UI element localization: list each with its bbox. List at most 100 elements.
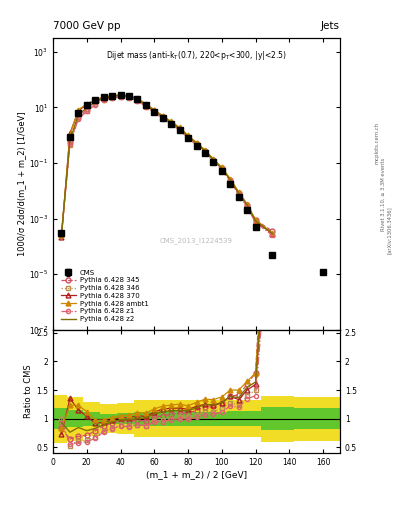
Pythia 6.428 z2 (143, 102, 148, 108)
Pythia 6.428 ambt1 (219, 164, 224, 170)
Pythia 6.428 z1 (101, 97, 106, 103)
Text: mcplots.cern.ch: mcplots.cern.ch (375, 122, 380, 164)
Pythia 6.428 346 (160, 115, 165, 121)
Pythia 6.428 345 (202, 148, 207, 154)
Pythia 6.428 345 (127, 94, 131, 100)
Pythia 6.428 346 (101, 96, 106, 102)
Pythia 6.428 370 (186, 133, 191, 139)
Pythia 6.428 346 (194, 142, 199, 148)
Pythia 6.428 z2 (68, 137, 72, 143)
Pythia 6.428 z1 (160, 116, 165, 122)
Pythia 6.428 ambt1 (143, 101, 148, 107)
Pythia 6.428 z1 (177, 127, 182, 133)
Pythia 6.428 345 (245, 201, 250, 207)
Pythia 6.428 345 (177, 126, 182, 132)
Pythia 6.428 345 (211, 157, 216, 163)
Pythia 6.428 ambt1 (76, 107, 81, 113)
Pythia 6.428 z2 (59, 231, 64, 237)
Pythia 6.428 z1 (245, 203, 250, 209)
Pythia 6.428 z2 (202, 147, 207, 154)
Pythia 6.428 z2 (169, 119, 174, 125)
Line: Pythia 6.428 ambt1: Pythia 6.428 ambt1 (59, 92, 275, 238)
Pythia 6.428 345 (270, 228, 275, 234)
Pythia 6.428 z1 (270, 232, 275, 239)
Pythia 6.428 346 (110, 95, 114, 101)
Pythia 6.428 z2 (152, 108, 157, 114)
Line: Pythia 6.428 z1: Pythia 6.428 z1 (59, 95, 275, 238)
Pythia 6.428 ambt1 (84, 100, 89, 106)
Pythia 6.428 z1 (59, 231, 64, 237)
Text: CMS_2013_I1224539: CMS_2013_I1224539 (160, 238, 233, 244)
Pythia 6.428 z2 (194, 140, 199, 146)
Pythia 6.428 z1 (127, 95, 131, 101)
Pythia 6.428 370 (245, 202, 250, 208)
Pythia 6.428 z1 (219, 167, 224, 173)
Text: 7000 GeV pp: 7000 GeV pp (53, 20, 121, 31)
Pythia 6.428 z2 (219, 165, 224, 172)
Pythia 6.428 z1 (68, 141, 72, 147)
Line: Pythia 6.428 370: Pythia 6.428 370 (59, 93, 275, 239)
Pythia 6.428 346 (118, 94, 123, 100)
Pythia 6.428 z1 (194, 142, 199, 148)
Pythia 6.428 ambt1 (152, 106, 157, 113)
Pythia 6.428 ambt1 (127, 93, 131, 99)
Pythia 6.428 ambt1 (93, 97, 97, 103)
Pythia 6.428 345 (68, 139, 72, 145)
Pythia 6.428 ambt1 (169, 118, 174, 124)
Pythia 6.428 345 (135, 96, 140, 102)
Pythia 6.428 345 (169, 120, 174, 126)
Pythia 6.428 370 (228, 177, 233, 183)
Pythia 6.428 z1 (228, 178, 233, 184)
Line: Pythia 6.428 345: Pythia 6.428 345 (59, 93, 275, 238)
Pythia 6.428 370 (177, 125, 182, 131)
Pythia 6.428 370 (110, 93, 114, 99)
Pythia 6.428 370 (68, 131, 72, 137)
X-axis label: (m_1 + m_2) / 2 [GeV]: (m_1 + m_2) / 2 [GeV] (146, 470, 247, 479)
Pythia 6.428 346 (169, 121, 174, 127)
Y-axis label: 1000/σ 2dσ/d(m_1 + m_2) [1/GeV]: 1000/σ 2dσ/d(m_1 + m_2) [1/GeV] (17, 112, 26, 257)
Line: Pythia 6.428 z2: Pythia 6.428 z2 (61, 96, 272, 234)
Pythia 6.428 z1 (211, 158, 216, 164)
Pythia 6.428 370 (160, 113, 165, 119)
Pythia 6.428 z2 (101, 95, 106, 101)
Pythia 6.428 346 (76, 115, 81, 121)
Pythia 6.428 z1 (152, 109, 157, 115)
Pythia 6.428 346 (59, 230, 64, 236)
Pythia 6.428 346 (143, 103, 148, 110)
Pythia 6.428 345 (84, 106, 89, 112)
Pythia 6.428 345 (118, 93, 123, 99)
Pythia 6.428 345 (194, 141, 199, 147)
Pythia 6.428 z1 (93, 101, 97, 108)
Pythia 6.428 z2 (270, 230, 275, 237)
Pythia 6.428 ambt1 (194, 139, 199, 145)
Pythia 6.428 345 (186, 134, 191, 140)
Pythia 6.428 345 (76, 114, 81, 120)
Pythia 6.428 345 (228, 177, 233, 183)
Pythia 6.428 370 (76, 108, 81, 114)
Pythia 6.428 346 (135, 97, 140, 103)
Legend: CMS, Pythia 6.428 345, Pythia 6.428 346, Pythia 6.428 370, Pythia 6.428 ambt1, P: CMS, Pythia 6.428 345, Pythia 6.428 346,… (59, 268, 150, 324)
Pythia 6.428 z2 (118, 93, 123, 99)
Line: Pythia 6.428 346: Pythia 6.428 346 (59, 94, 275, 237)
Pythia 6.428 z1 (202, 150, 207, 156)
Pythia 6.428 345 (253, 217, 258, 223)
Pythia 6.428 ambt1 (118, 92, 123, 98)
Pythia 6.428 z2 (211, 157, 216, 163)
Pythia 6.428 z2 (236, 190, 241, 196)
Pythia 6.428 z2 (135, 96, 140, 102)
Pythia 6.428 345 (219, 165, 224, 172)
Pythia 6.428 370 (270, 231, 275, 237)
Pythia 6.428 z2 (76, 112, 81, 118)
Pythia 6.428 370 (59, 234, 64, 240)
Pythia 6.428 ambt1 (211, 156, 216, 162)
Pythia 6.428 z1 (169, 121, 174, 127)
Pythia 6.428 370 (143, 101, 148, 108)
Pythia 6.428 z1 (143, 103, 148, 110)
Pythia 6.428 ambt1 (110, 93, 114, 99)
Pythia 6.428 370 (169, 119, 174, 125)
Pythia 6.428 z1 (186, 135, 191, 141)
Pythia 6.428 z2 (93, 99, 97, 105)
Pythia 6.428 346 (93, 101, 97, 107)
Pythia 6.428 z2 (84, 105, 89, 111)
Pythia 6.428 ambt1 (228, 176, 233, 182)
